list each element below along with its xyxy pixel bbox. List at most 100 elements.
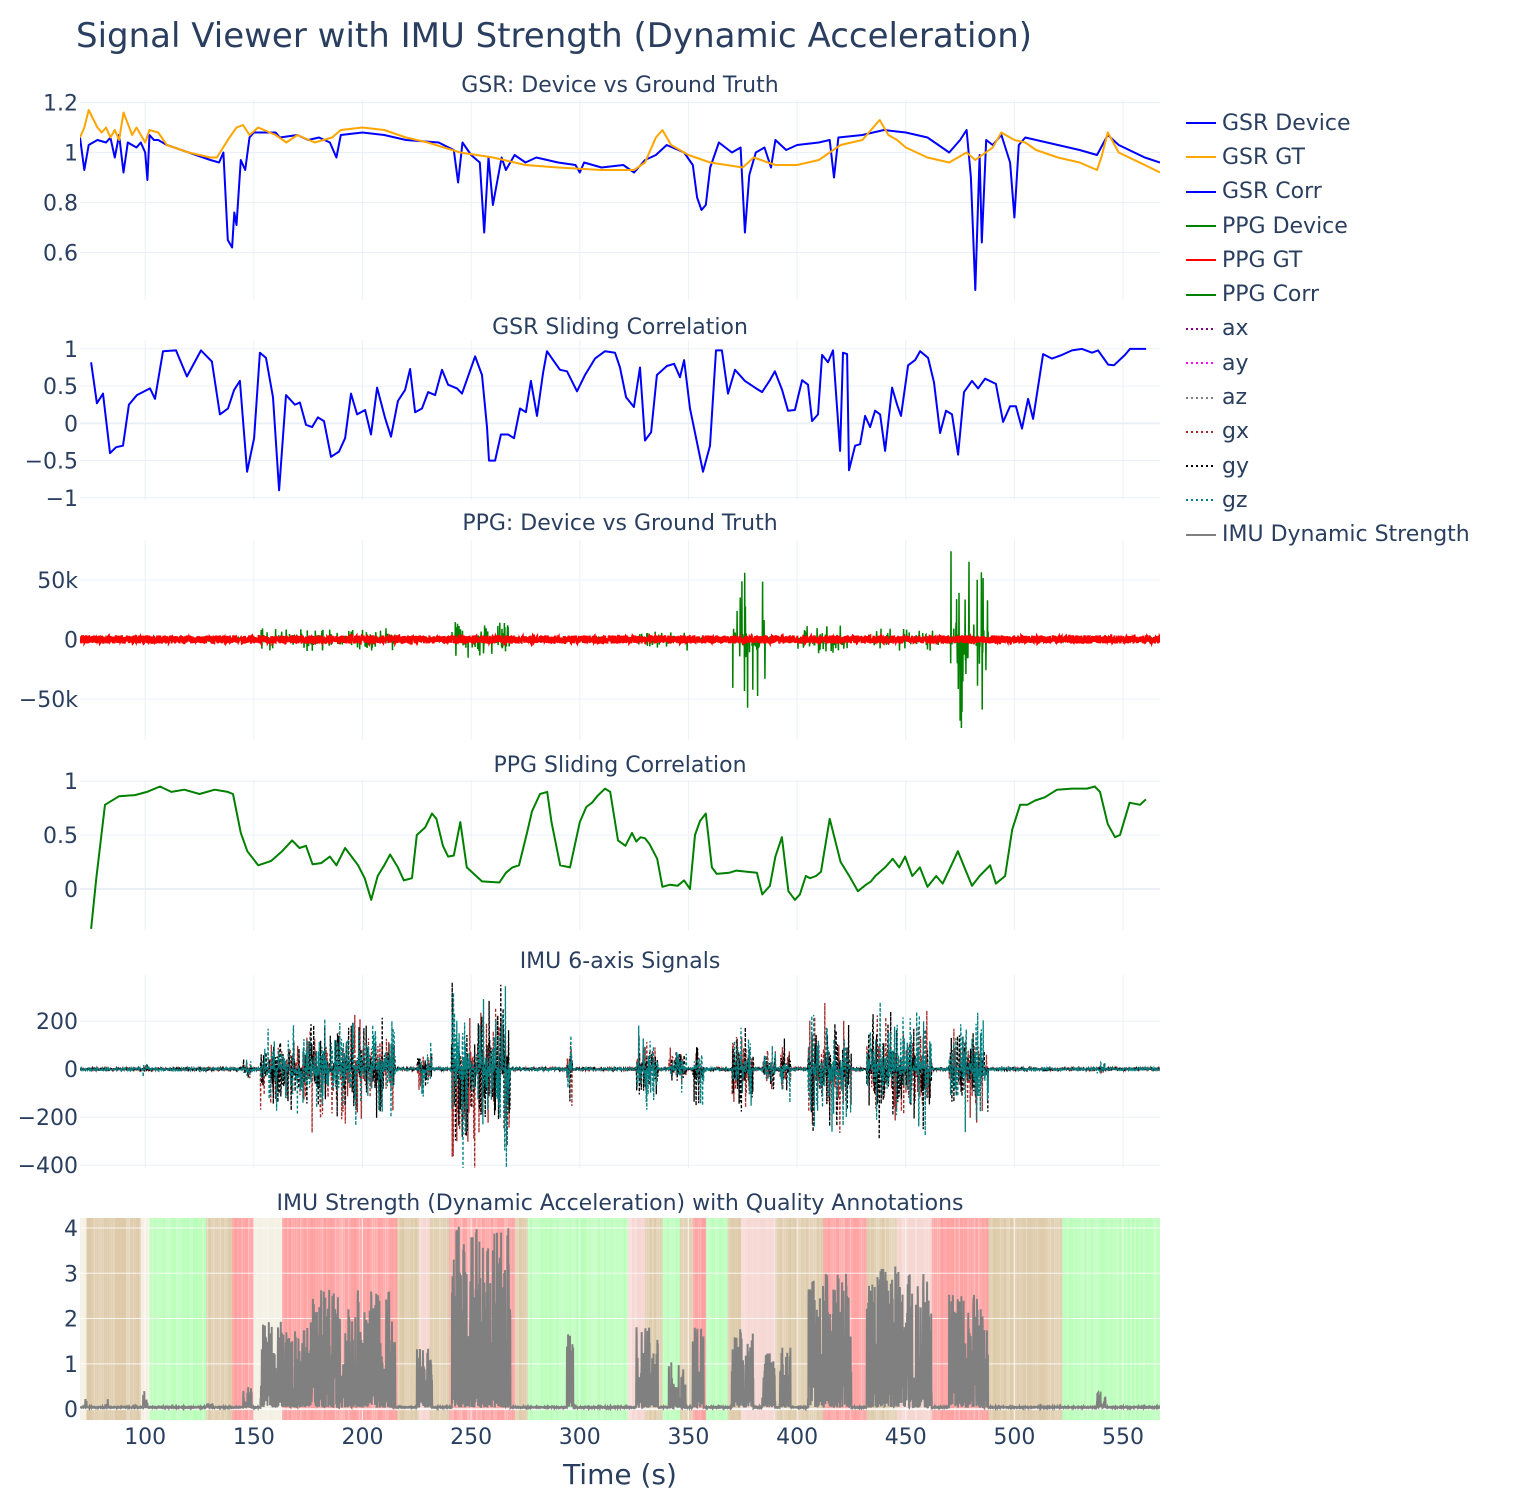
legend-label: PPG GT: [1222, 247, 1303, 273]
legend-label: GSR Device: [1222, 110, 1351, 136]
legend-item-ppg-device[interactable]: PPG Device: [1186, 209, 1470, 243]
series-group: [80, 1226, 1160, 1412]
gsr-gt-line: [80, 109, 1160, 174]
subplot-title: GSR Sliding Correlation: [492, 315, 748, 340]
y-tick-label: 0.5: [43, 824, 78, 849]
imu-dynamic-strength-line: [80, 1226, 1160, 1412]
y-tick-label: 1: [64, 142, 78, 167]
subplot-5: −400 −200 0 200 IMU 6-axis Signals: [18, 949, 1160, 1179]
subplot-6: 0 1 2 3 4 IMU Strength (Dynamic Acceleration)…: [64, 1191, 1160, 1423]
x-tick-label: 550: [1102, 1425, 1144, 1450]
y-tick-label: −200: [18, 1106, 78, 1131]
legend-label: ax: [1222, 316, 1249, 342]
subplot-4: 0 0.5 1 PPG Sliding Correlation: [43, 753, 1160, 930]
y-tick-label: 0.6: [43, 242, 78, 267]
legend-item-az[interactable]: az: [1186, 380, 1470, 414]
y-tick-label: 4: [64, 1217, 78, 1242]
y-tick-label: 0: [64, 1398, 78, 1423]
legend-swatch-icon: [1186, 190, 1216, 193]
legend-label: az: [1222, 385, 1248, 411]
legend-label: gx: [1222, 419, 1249, 445]
legend-item-gsr-device[interactable]: GSR Device: [1186, 106, 1470, 140]
series-group: [80, 982, 1160, 1168]
gx-line: [80, 1000, 1160, 1168]
legend-item-imu-dynamic-strength[interactable]: IMU Dynamic Strength: [1186, 518, 1470, 552]
gz-line: [80, 986, 1160, 1168]
gy-line: [80, 982, 1160, 1146]
y-tick-label: 1: [64, 338, 78, 363]
x-axis-label: Time (s): [562, 1458, 677, 1491]
y-tick-label: 0: [64, 412, 78, 437]
subplot-title: GSR: Device vs Ground Truth: [461, 73, 778, 98]
legend-item-ax[interactable]: ax: [1186, 312, 1470, 346]
legend-swatch-icon: [1186, 122, 1216, 125]
legend-label: ay: [1222, 350, 1249, 376]
y-tick-label: 1: [64, 1353, 78, 1378]
x-tick-label: 100: [124, 1425, 166, 1450]
y-tick-label: 0: [64, 628, 78, 653]
legend-swatch-icon: [1186, 499, 1216, 502]
legend: GSR Device GSR GT GSR Corr PPG Device PPG GT…: [1186, 106, 1470, 552]
ppg-gt-line: [80, 632, 1160, 648]
y-tick-label: 200: [36, 1010, 78, 1035]
y-tick-label: 3: [64, 1262, 78, 1287]
legend-item-gx[interactable]: gx: [1186, 415, 1470, 449]
subplot-title: PPG: Device vs Ground Truth: [462, 511, 777, 536]
legend-item-gsr-corr[interactable]: GSR Corr: [1186, 175, 1470, 209]
legend-item-gsr-gt[interactable]: GSR GT: [1186, 140, 1470, 174]
x-tick-label: 500: [993, 1425, 1035, 1450]
y-tick-label: −1: [46, 487, 78, 512]
x-tick-label: 350: [667, 1425, 709, 1450]
y-tick-label: 1.2: [43, 92, 78, 117]
y-tick-label: −0.5: [25, 450, 78, 475]
y-tick-label: 0: [64, 1058, 78, 1083]
legend-swatch-icon: [1186, 293, 1216, 296]
legend-item-gz[interactable]: gz: [1186, 483, 1470, 517]
subplot-2: −1 −0.5 0 0.5 1 GSR Sliding Correlation: [25, 315, 1160, 512]
legend-swatch-icon: [1186, 225, 1216, 228]
legend-swatch-icon: [1186, 465, 1216, 468]
legend-item-ay[interactable]: ay: [1186, 346, 1470, 380]
legend-swatch-icon: [1186, 396, 1216, 399]
legend-label: gz: [1222, 487, 1248, 513]
y-tick-label: −400: [18, 1154, 78, 1179]
ppg-corr-line: [90, 785, 1147, 930]
legend-swatch-icon: [1186, 327, 1216, 330]
x-tick-label: 300: [559, 1425, 601, 1450]
subplot-1: 0.6 0.8 1 1.2 GSR: Device vs Ground Truth: [43, 73, 1160, 300]
subplot-3: −50k 0 50k PPG: Device vs Ground Truth: [19, 511, 1160, 740]
x-tick-label: 450: [885, 1425, 927, 1450]
legend-label: IMU Dynamic Strength: [1222, 522, 1470, 548]
legend-item-ppg-corr[interactable]: PPG Corr: [1186, 277, 1470, 311]
x-tick-label: 250: [450, 1425, 492, 1450]
y-tick-label: 2: [64, 1308, 78, 1333]
subplot-title: IMU Strength (Dynamic Acceleration) with…: [277, 1191, 964, 1216]
legend-label: PPG Corr: [1222, 282, 1320, 308]
y-tick-label: 1: [64, 770, 78, 795]
series-group: [90, 347, 1147, 492]
y-tick-label: 0.5: [43, 375, 78, 400]
y-tick-label: 0: [64, 878, 78, 903]
x-tick-label: 400: [776, 1425, 818, 1450]
legend-swatch-icon: [1186, 156, 1216, 159]
y-tick-label: −50k: [19, 688, 78, 713]
subplot-title: PPG Sliding Correlation: [493, 753, 746, 778]
legend-label: PPG Device: [1222, 213, 1348, 239]
subplot-title: IMU 6-axis Signals: [520, 949, 721, 974]
legend-swatch-icon: [1186, 259, 1216, 262]
y-tick-label: 0.8: [43, 192, 78, 217]
legend-swatch-icon: [1186, 430, 1216, 433]
gsr-device-line: [80, 129, 1160, 291]
legend-label: GSR GT: [1222, 144, 1305, 170]
legend-item-gy[interactable]: gy: [1186, 449, 1470, 483]
legend-swatch-icon: [1186, 533, 1216, 536]
legend-item-ppg-gt[interactable]: PPG GT: [1186, 243, 1470, 277]
chart-title: Signal Viewer with IMU Strength (Dynamic…: [76, 16, 1033, 56]
series-group: [80, 109, 1160, 291]
legend-label: gy: [1222, 453, 1249, 479]
x-tick-label: 200: [341, 1425, 383, 1450]
legend-swatch-icon: [1186, 362, 1216, 365]
y-tick-label: 50k: [37, 569, 78, 594]
gsr-corr-line: [90, 347, 1147, 492]
